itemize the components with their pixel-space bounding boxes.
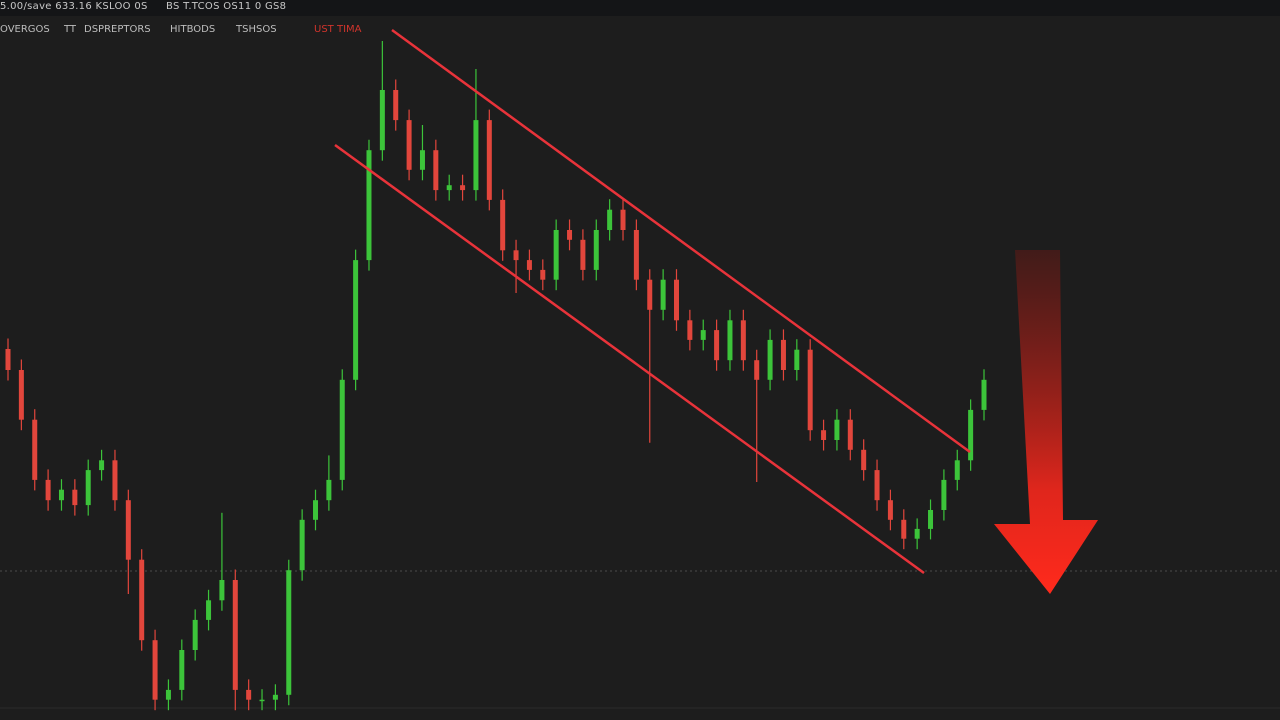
candle-body bbox=[5, 349, 11, 370]
candle-body bbox=[673, 279, 679, 321]
candle-body bbox=[460, 185, 466, 191]
candle-body bbox=[259, 699, 265, 702]
candle-body bbox=[928, 510, 934, 529]
candle-body bbox=[941, 479, 947, 510]
candle-body bbox=[526, 260, 532, 270]
candle-body bbox=[152, 640, 158, 700]
candle-body bbox=[821, 430, 827, 440]
candle-body bbox=[807, 349, 813, 431]
candle-body bbox=[72, 489, 78, 506]
down-arrow bbox=[994, 250, 1098, 594]
candle-body bbox=[540, 269, 546, 280]
candle-body bbox=[58, 489, 64, 501]
candle-body bbox=[232, 580, 238, 690]
candle-body bbox=[219, 580, 225, 601]
candle-body bbox=[714, 330, 720, 361]
candle-body bbox=[45, 479, 51, 501]
candle-body bbox=[433, 150, 439, 191]
candle-body bbox=[580, 239, 586, 270]
candle-body bbox=[727, 320, 733, 361]
top-bar: 5.00/save 633.16 KSLOO 0S BS T.TCOS OS11… bbox=[0, 0, 1280, 16]
candle-body bbox=[299, 519, 305, 571]
candle-body bbox=[313, 500, 319, 520]
candle-body bbox=[179, 650, 185, 690]
candle-body bbox=[834, 419, 840, 440]
candle-body bbox=[85, 470, 91, 506]
candle-body bbox=[125, 500, 131, 560]
candle-body bbox=[326, 479, 332, 501]
indicator-label: DSPREPTORS bbox=[84, 24, 151, 35]
candle-body bbox=[700, 330, 706, 340]
candle-body bbox=[366, 150, 372, 261]
candle-body bbox=[446, 185, 452, 191]
candle-body bbox=[607, 209, 613, 230]
candle-body bbox=[633, 230, 639, 280]
channel-lower bbox=[334, 143, 925, 575]
candle-body bbox=[847, 419, 853, 450]
candle-body bbox=[981, 379, 987, 410]
candle-body bbox=[567, 230, 573, 240]
candle-body bbox=[246, 689, 252, 700]
candle-body bbox=[272, 694, 278, 700]
candle-body bbox=[206, 600, 212, 620]
ticker-info: BS T.TCOS OS11 0 GS8 bbox=[166, 1, 287, 12]
candle-body bbox=[914, 528, 920, 539]
candle-body bbox=[18, 370, 24, 420]
candle-body bbox=[861, 449, 867, 471]
candle-body bbox=[32, 419, 38, 480]
indicator-label: TSHSOS bbox=[236, 24, 277, 35]
candle-body bbox=[887, 500, 893, 520]
candle-body bbox=[419, 150, 425, 170]
candle-body bbox=[339, 379, 345, 480]
candle-body bbox=[874, 470, 880, 501]
candle-body bbox=[754, 360, 760, 380]
candle-body bbox=[139, 559, 145, 641]
candle-body bbox=[353, 260, 359, 380]
candle-body bbox=[513, 250, 519, 261]
candle-body bbox=[112, 460, 118, 501]
candle-body bbox=[473, 120, 479, 191]
candle-body bbox=[620, 209, 626, 230]
candle-body bbox=[647, 279, 653, 310]
candle-body bbox=[780, 339, 786, 370]
indicator-label: UST TIMA bbox=[314, 24, 362, 35]
candle-body bbox=[687, 320, 693, 340]
candle-body bbox=[393, 90, 399, 121]
candle-body bbox=[968, 409, 974, 461]
candle-body bbox=[660, 279, 666, 310]
candle-body bbox=[486, 120, 492, 200]
indicator-label: HITBODS bbox=[170, 24, 216, 35]
candle-body bbox=[165, 689, 171, 700]
candle-body bbox=[767, 339, 773, 380]
candle-body bbox=[406, 120, 412, 170]
candle-body bbox=[192, 619, 198, 650]
candle-body bbox=[99, 460, 105, 471]
ticker-info: 5.00/save 633.16 KSLOO 0S bbox=[0, 1, 148, 12]
candle-body bbox=[379, 90, 385, 151]
indicator-label: TT bbox=[64, 24, 77, 35]
candle-body bbox=[593, 230, 599, 270]
candle-body bbox=[740, 320, 746, 361]
candles bbox=[5, 41, 987, 711]
candle-body bbox=[954, 460, 960, 480]
candle-body bbox=[901, 519, 907, 539]
candle-body bbox=[553, 230, 559, 280]
candle-body bbox=[794, 349, 800, 370]
indicator-label: OVERGOS bbox=[0, 24, 50, 35]
channel-upper bbox=[391, 28, 971, 454]
candle-body bbox=[500, 199, 506, 251]
candle-body bbox=[286, 570, 292, 695]
